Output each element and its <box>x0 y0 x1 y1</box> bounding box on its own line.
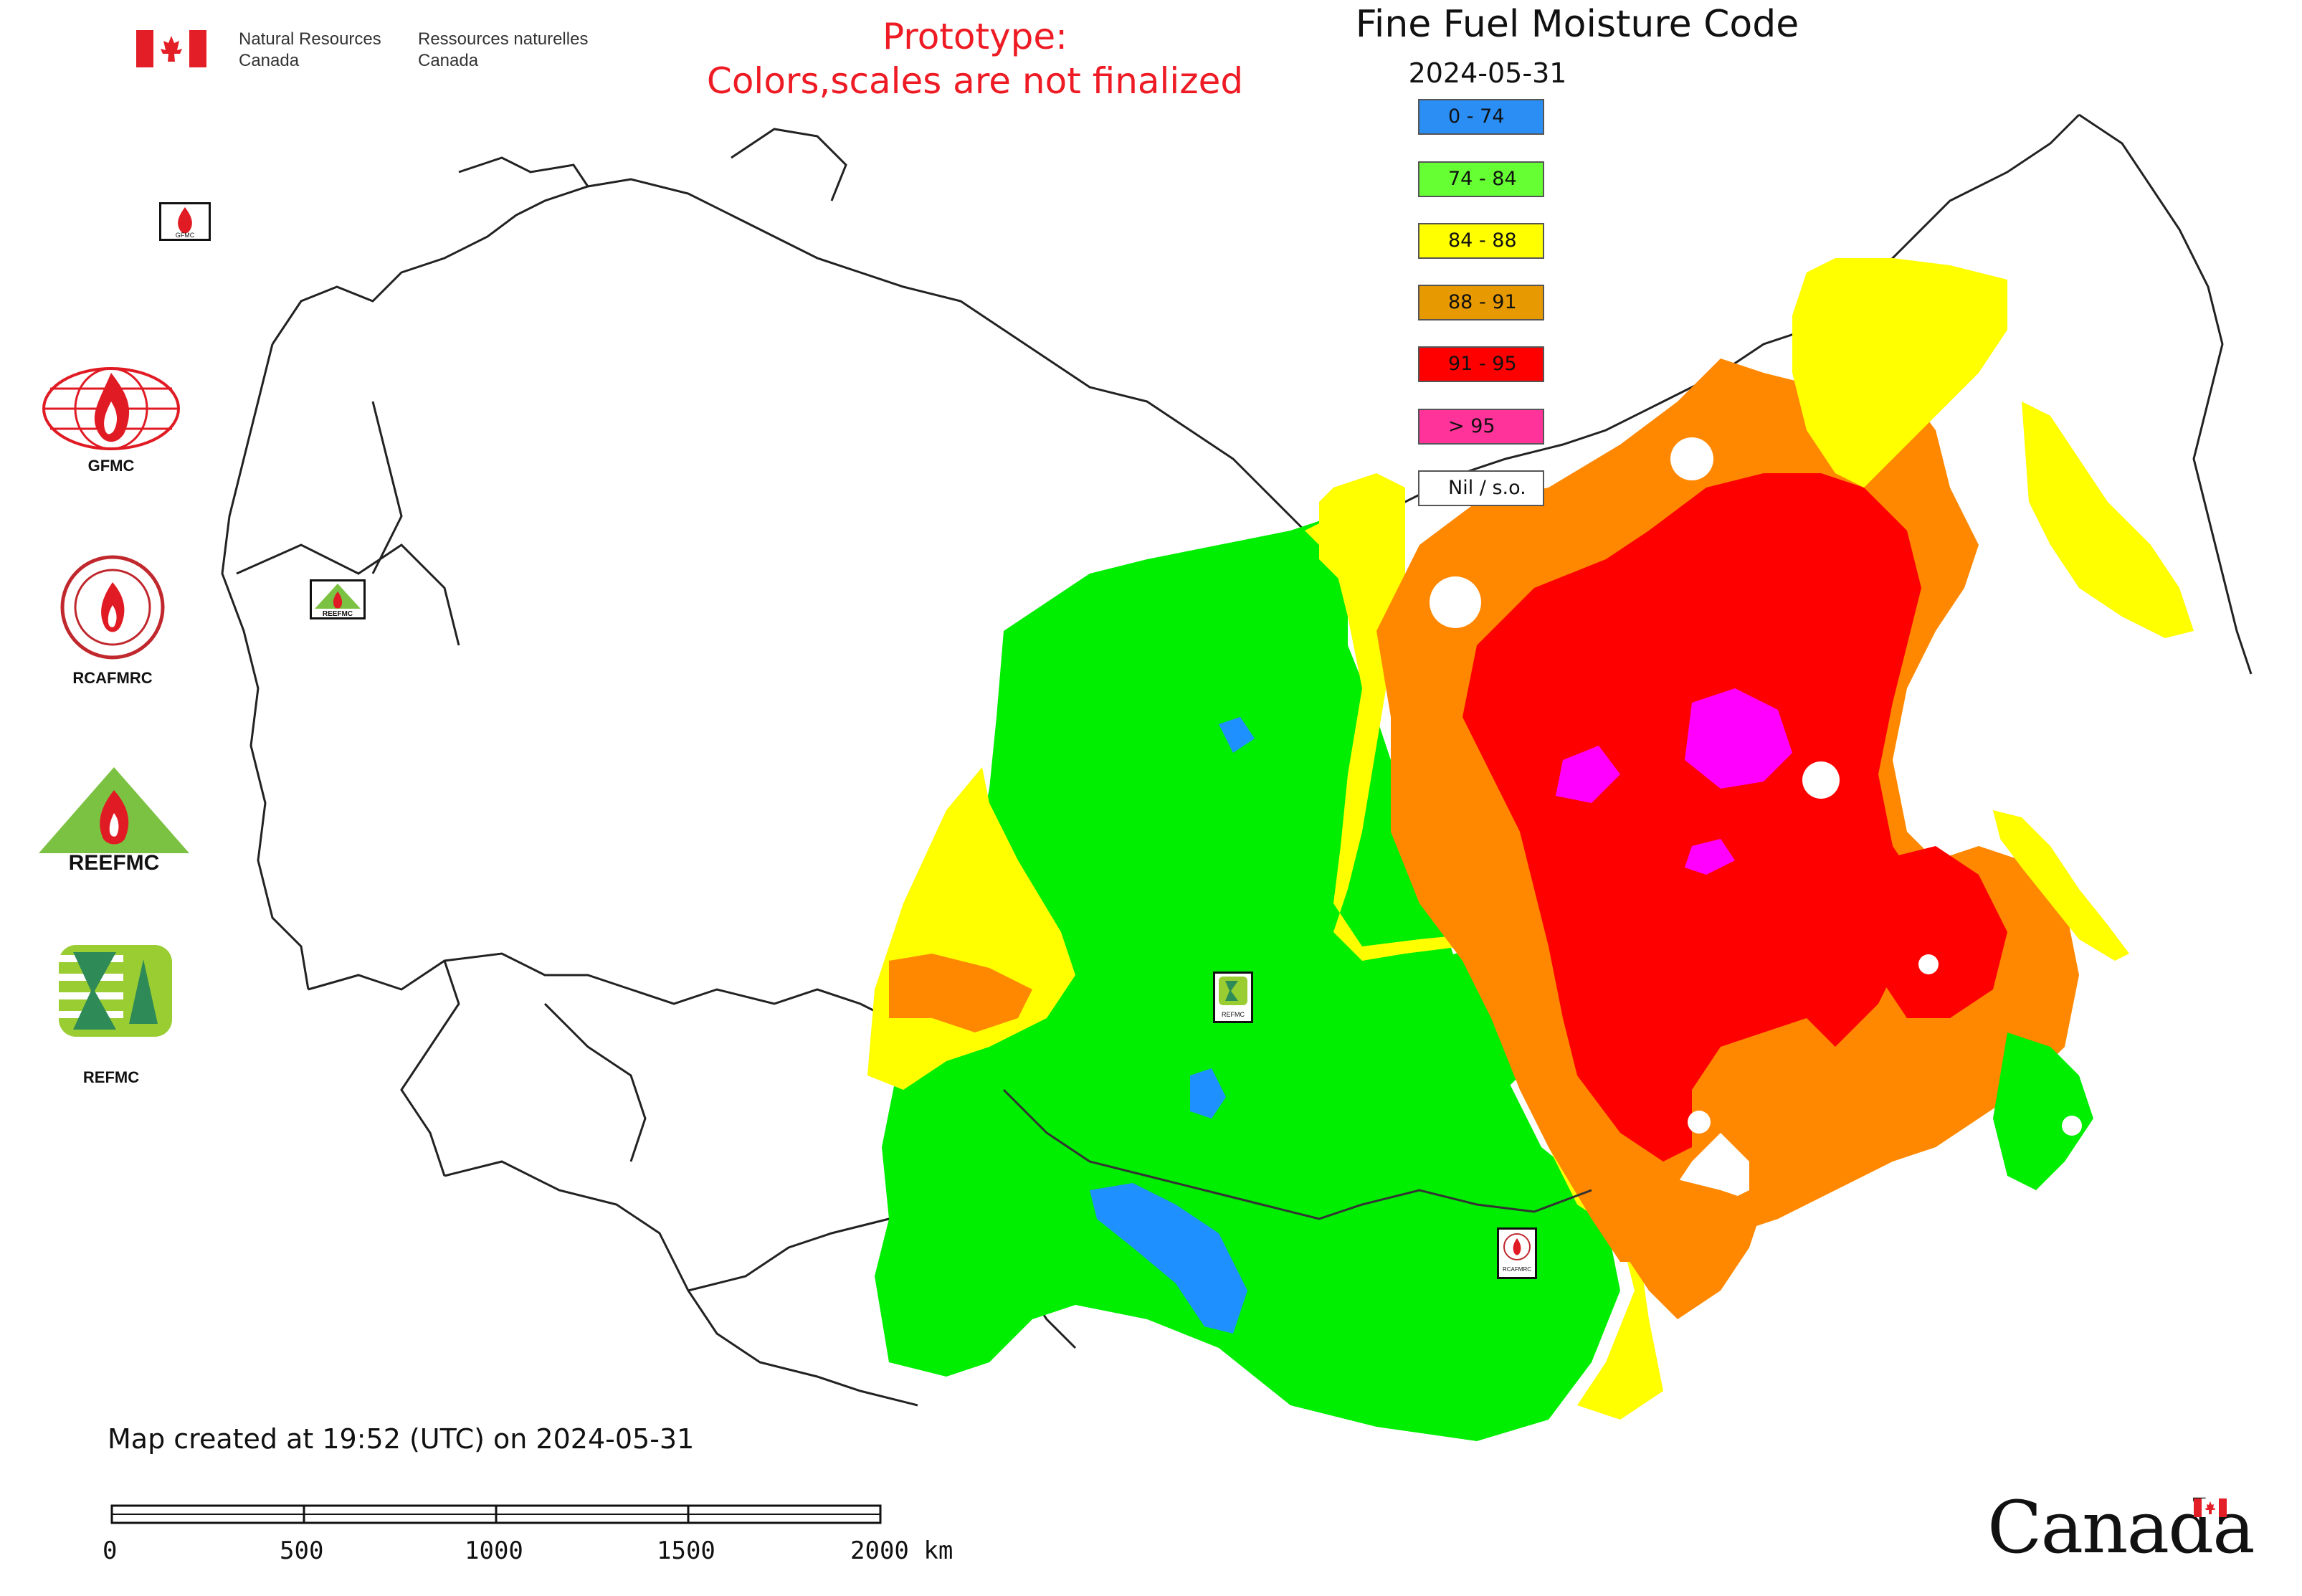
legend-item: 91 - 95 <box>1418 346 1544 382</box>
reefmc-logo-text: REEFMC <box>69 851 160 873</box>
legend-item: > 95 <box>1418 409 1544 445</box>
legend-item: Nil / s.o. <box>1418 470 1544 506</box>
station-marker-rcafmrc: RCAFMRC <box>1497 1227 1537 1279</box>
reefmc-triangle-logo: REEFMC <box>39 767 189 873</box>
reefmc-mini-icon: REEFMC <box>315 584 361 618</box>
map-date: 2024-05-31 <box>1408 57 1567 89</box>
logo-label: REFMC <box>82 1068 140 1086</box>
gfmc-mini-icon: GFMC <box>176 207 195 239</box>
scale-tick-label: 2000 km <box>850 1536 953 1565</box>
rcafmrc-station-label: RCAFMRC <box>1503 1266 1531 1273</box>
reefmc-station-label: REEFMC <box>323 610 353 617</box>
station-marker-gfmc: GFMC <box>159 202 211 241</box>
scale-tick-label: 0 <box>103 1536 118 1565</box>
legend-item: 74 - 84 <box>1418 161 1544 197</box>
rcafmrc-mini-icon: RCAFMRC <box>1503 1233 1531 1273</box>
logo-label: GFMC <box>87 457 135 475</box>
refmc-station-label: REFMC <box>1222 1011 1245 1018</box>
agency-en-line1: Natural Resources <box>239 29 381 49</box>
rcafmrc-seal-icon <box>60 555 165 660</box>
agency-name-fr: Ressources naturelles Canada <box>418 29 588 72</box>
gfmc-globe-flame-icon <box>42 367 180 450</box>
legend-item: 84 - 88 <box>1418 223 1544 259</box>
logo-label: RCAFMRC <box>72 669 153 687</box>
wordmark-flag-icon <box>2194 1498 2227 1517</box>
border-line <box>1002 1088 1592 1220</box>
scale-tick-label: 1500 <box>657 1536 715 1565</box>
canada-flag-icon <box>136 30 206 67</box>
legend-item: 88 - 91 <box>1418 285 1544 320</box>
scale-tick-label: 1000 <box>465 1536 523 1565</box>
agency-fr-line1: Ressources naturelles <box>418 29 589 49</box>
gfmc-station-label: GFMC <box>176 232 195 239</box>
prototype-line2: Colors,scales are not finalized <box>706 60 1244 102</box>
agency-en-line2: Canada <box>239 51 300 70</box>
map-title: Fine Fuel Moisture Code <box>1355 3 1799 46</box>
agency-fr-line2: Canada <box>418 51 479 70</box>
scale-bar <box>110 1504 882 1524</box>
fire-danger-fill <box>867 258 2194 1441</box>
scale-tick-label: 500 <box>280 1536 324 1565</box>
prototype-notice: Prototype: Colors,scales are not finaliz… <box>645 14 1305 103</box>
prototype-line1: Prototype: <box>882 16 1068 57</box>
agency-name-en: Natural Resources Canada <box>239 29 381 72</box>
station-marker-reefmc: REEFMC <box>310 579 366 619</box>
station-marker-refmc: REFMC <box>1213 972 1253 1023</box>
map-created-note: Map created at 19:52 (UTC) on 2024-05-31 <box>108 1423 695 1455</box>
refmc-mini-icon: REFMC <box>1219 977 1247 1018</box>
refmc-sigma-logo <box>59 945 172 1037</box>
legend-item: 0 - 74 <box>1418 99 1544 135</box>
